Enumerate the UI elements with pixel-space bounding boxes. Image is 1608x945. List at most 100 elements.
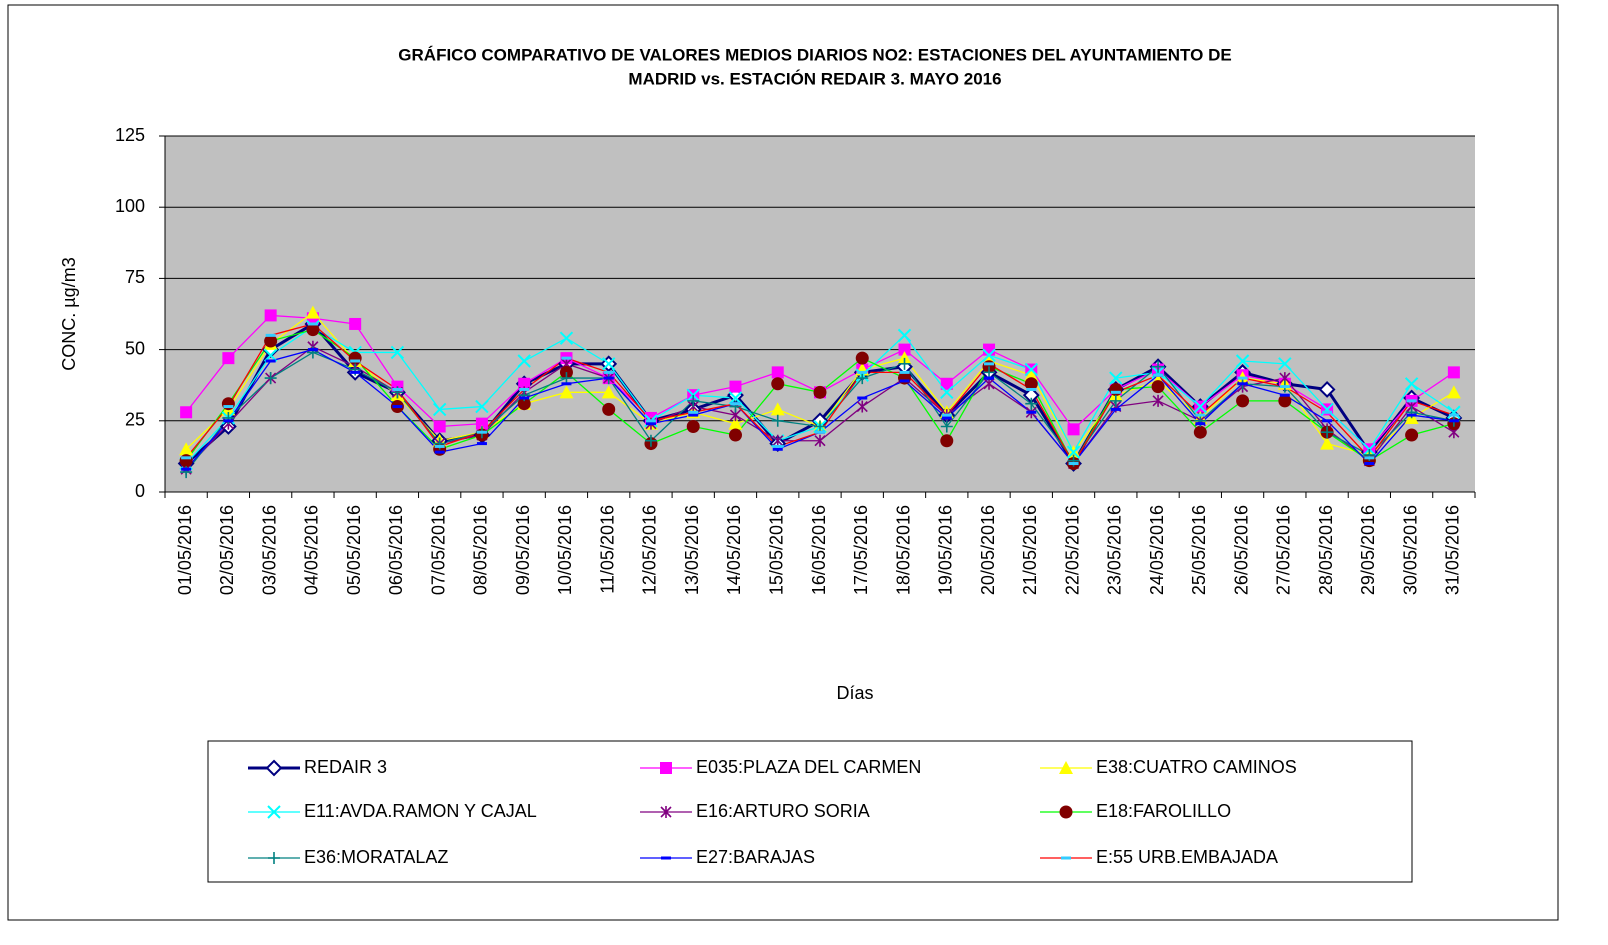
data-point <box>899 370 910 374</box>
data-point <box>223 419 234 423</box>
data-point <box>1279 393 1290 397</box>
data-point <box>1236 394 1250 408</box>
data-point <box>392 387 403 391</box>
x-tick-label: 19/05/2016 <box>936 505 956 595</box>
data-point <box>728 391 743 405</box>
data-point <box>1318 381 1336 398</box>
x-tick-label: 20/05/2016 <box>978 505 998 595</box>
y-axis-label: CONC. µg/m3 <box>59 257 79 370</box>
data-point <box>771 366 784 379</box>
data-point <box>475 399 489 414</box>
data-point <box>265 333 276 337</box>
x-tick-label: 04/05/2016 <box>302 505 322 595</box>
y-tick-label: 50 <box>125 338 145 358</box>
data-point <box>561 382 572 386</box>
data-point <box>1364 462 1375 466</box>
data-point <box>1024 368 1039 382</box>
legend-marker <box>1059 761 1073 774</box>
data-point <box>1193 399 1208 414</box>
data-point <box>857 370 868 374</box>
x-tick-label: 14/05/2016 <box>724 505 744 595</box>
x-tick-label: 23/05/2016 <box>1105 505 1125 595</box>
x-tick-label: 27/05/2016 <box>1274 505 1294 595</box>
data-point <box>941 413 952 417</box>
data-point <box>221 397 235 411</box>
data-point <box>898 343 911 356</box>
data-point <box>941 416 952 420</box>
data-point <box>601 385 616 399</box>
data-point <box>1447 366 1460 379</box>
x-tick-label: 09/05/2016 <box>513 505 533 595</box>
data-point <box>1322 419 1333 423</box>
data-point <box>688 410 699 414</box>
data-point <box>1278 394 1292 408</box>
data-point <box>222 352 235 365</box>
x-tick-label: 10/05/2016 <box>555 505 575 595</box>
data-point <box>350 370 361 374</box>
data-point <box>1322 410 1333 414</box>
data-point <box>392 405 403 409</box>
y-tick-label: 125 <box>115 125 145 145</box>
data-point <box>1448 419 1459 423</box>
x-tick-label: 26/05/2016 <box>1231 505 1251 595</box>
data-point <box>1109 394 1122 407</box>
data-point <box>940 434 954 448</box>
data-point <box>1364 456 1375 460</box>
data-point <box>560 372 573 385</box>
x-tick-label: 25/05/2016 <box>1189 505 1209 595</box>
data-point <box>772 444 783 448</box>
x-tick-label: 17/05/2016 <box>851 505 871 595</box>
x-tick-label: 28/05/2016 <box>1316 505 1336 595</box>
data-point <box>770 402 785 416</box>
data-point <box>179 454 193 468</box>
data-point <box>645 419 656 423</box>
legend-label: E38:CUATRO CAMINOS <box>1096 757 1297 777</box>
data-point <box>1109 371 1123 385</box>
y-tick-label: 100 <box>115 196 145 216</box>
data-point <box>602 402 616 416</box>
data-point <box>602 357 616 371</box>
x-tick-label: 13/05/2016 <box>682 505 702 595</box>
data-point <box>306 323 320 337</box>
data-point <box>771 414 784 427</box>
x-tick-label: 31/05/2016 <box>1443 505 1463 595</box>
legend-marker <box>1059 805 1073 819</box>
data-point <box>856 400 868 413</box>
data-point <box>1406 413 1417 417</box>
legend-label: E035:PLAZA DEL CARMEN <box>696 757 921 777</box>
data-point <box>1110 390 1121 394</box>
data-point <box>1024 377 1038 391</box>
x-tick-label: 22/05/2016 <box>1062 505 1082 595</box>
x-tick-label: 01/05/2016 <box>175 505 195 595</box>
data-point <box>898 357 911 370</box>
x-tick-label: 11/05/2016 <box>597 505 617 594</box>
x-tick-label: 21/05/2016 <box>1020 505 1040 595</box>
data-point <box>1195 422 1206 426</box>
y-tick-label: 75 <box>125 267 145 287</box>
data-point <box>687 394 700 407</box>
data-point <box>1406 399 1417 403</box>
legend-marker <box>660 806 672 818</box>
data-point <box>264 372 277 385</box>
data-point <box>772 447 783 451</box>
data-point <box>728 416 743 430</box>
legend-marker <box>265 759 283 777</box>
data-point <box>518 377 531 390</box>
data-point <box>476 430 487 434</box>
data-point <box>432 402 447 417</box>
legend-label: E:55 URB.EMBAJADA <box>1096 847 1278 867</box>
data-point <box>1278 357 1292 371</box>
data-point <box>688 413 699 417</box>
data-point <box>1320 436 1335 450</box>
data-point <box>433 420 446 433</box>
data-point <box>1024 362 1038 377</box>
y-tick-label: 25 <box>125 410 145 430</box>
data-point <box>984 362 995 366</box>
data-point <box>223 405 234 409</box>
data-point <box>603 376 614 380</box>
data-point <box>519 396 530 400</box>
data-point <box>686 419 700 433</box>
x-tick-label: 05/05/2016 <box>344 505 364 595</box>
x-tick-label: 02/05/2016 <box>217 505 237 595</box>
